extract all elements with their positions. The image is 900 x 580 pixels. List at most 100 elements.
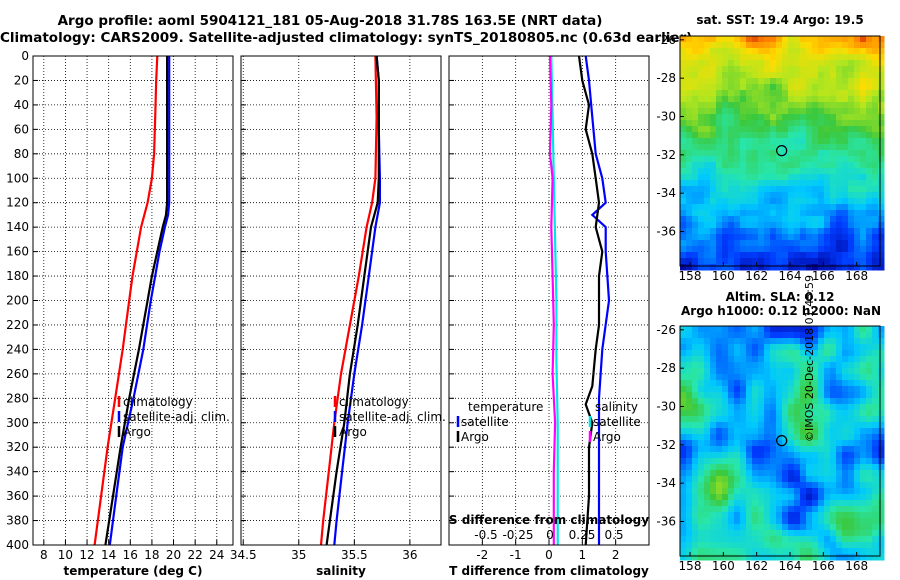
map-cell: [818, 102, 825, 109]
map-cell: [830, 198, 837, 205]
map-cell: [842, 192, 849, 199]
map-cell: [860, 54, 867, 61]
map-cell: [740, 252, 747, 259]
map-cell: [770, 198, 777, 205]
map-cell: [842, 138, 849, 145]
map-cell: [710, 174, 717, 181]
map-cell: [836, 228, 843, 235]
map-cell: [734, 42, 741, 49]
map-cell: [824, 446, 831, 453]
map-cell: [746, 368, 753, 375]
map-cell: [728, 252, 735, 259]
map-cell: [728, 168, 735, 175]
map-cell: [704, 392, 711, 399]
map-cell: [788, 344, 795, 351]
map-cell: [716, 252, 723, 259]
map-cell: [830, 530, 837, 537]
map-cell: [746, 120, 753, 127]
map-cell: [848, 488, 855, 495]
map-cell: [842, 240, 849, 247]
map-cell: [878, 494, 885, 501]
map-cell: [752, 84, 759, 91]
map-cell: [770, 434, 777, 441]
map-cell: [710, 488, 717, 495]
map-cell: [758, 240, 765, 247]
map-cell: [806, 350, 813, 357]
map-cell: [782, 234, 789, 241]
map-cell: [806, 144, 813, 151]
map-cell: [698, 192, 705, 199]
map-cell: [824, 356, 831, 363]
legend-label-climatology: climatology: [123, 395, 193, 409]
map-cell: [794, 338, 801, 345]
map-cell: [878, 126, 885, 133]
map-cell: [770, 380, 777, 387]
map-cell: [680, 524, 687, 531]
map-cell: [830, 180, 837, 187]
map-cell: [704, 234, 711, 241]
map-cell: [818, 246, 825, 253]
s-axis-label: S difference from climatology: [449, 513, 649, 527]
map-cell: [716, 222, 723, 229]
map-cell: [770, 108, 777, 115]
map-cell: [704, 120, 711, 127]
map-cell: [776, 84, 783, 91]
map-cell: [848, 542, 855, 549]
map-cell: [764, 258, 771, 265]
map-cell: [764, 494, 771, 501]
map-cell: [866, 138, 873, 145]
map-cell: [758, 524, 765, 531]
map-cell: [848, 228, 855, 235]
map-cell: [794, 210, 801, 217]
map-cell: [872, 404, 879, 411]
map-cell: [698, 168, 705, 175]
map-cell: [824, 84, 831, 91]
map-cell: [788, 186, 795, 193]
map-cell: [824, 240, 831, 247]
map-cell: [800, 524, 807, 531]
map-cell: [734, 180, 741, 187]
map-cell: [746, 210, 753, 217]
map-cell: [788, 362, 795, 369]
map-cell: [692, 96, 699, 103]
map-cell: [830, 428, 837, 435]
map-cell: [866, 120, 873, 127]
map-cell: [758, 48, 765, 55]
map-cell: [692, 42, 699, 49]
map-cell: [776, 476, 783, 483]
map-cell: [746, 186, 753, 193]
map-cell: [848, 506, 855, 513]
map-cell: [806, 168, 813, 175]
y-tick-label: 200: [6, 294, 29, 308]
map-cell: [728, 36, 735, 43]
map-cell: [794, 36, 801, 43]
map-cell: [794, 506, 801, 513]
map-cell: [860, 222, 867, 229]
map-cell: [848, 434, 855, 441]
map-cell: [734, 234, 741, 241]
map-cell: [722, 138, 729, 145]
map-cell: [740, 458, 747, 465]
map-cell: [860, 548, 867, 555]
map-cell: [806, 246, 813, 253]
map-cell: [740, 114, 747, 121]
map-cell: [878, 204, 885, 211]
map-cell: [770, 246, 777, 253]
map-cell: [746, 476, 753, 483]
map-cell: [812, 404, 819, 411]
map-y-tick-label: -30: [656, 110, 676, 124]
map-cell: [794, 168, 801, 175]
map-cell: [722, 102, 729, 109]
map-cell: [800, 120, 807, 127]
map-cell: [788, 66, 795, 73]
map-cell: [776, 198, 783, 205]
map-cell: [734, 422, 741, 429]
map-cell: [812, 180, 819, 187]
map-cell: [716, 410, 723, 417]
map-cell: [722, 326, 729, 333]
map-y-tick-label: -34: [656, 186, 676, 200]
map-cell: [836, 192, 843, 199]
map-cell: [788, 476, 795, 483]
map-cell: [704, 530, 711, 537]
